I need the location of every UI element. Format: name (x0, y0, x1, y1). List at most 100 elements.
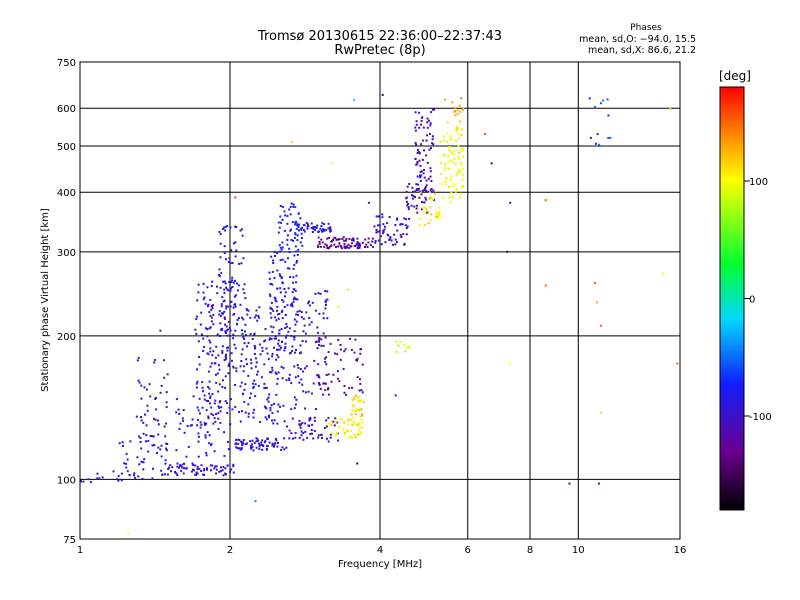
scatter-point (271, 355, 274, 358)
scatter-point (244, 383, 247, 386)
scatter-point (243, 400, 246, 403)
x-axis-label: Frequency [MHz] (338, 559, 422, 570)
scatter-point (411, 186, 414, 189)
scatter-point (354, 412, 357, 415)
scatter-point (448, 196, 451, 199)
scatter-point (382, 229, 385, 232)
x-tick-label: 6 (465, 545, 471, 556)
scatter-point (157, 419, 159, 422)
scatter-point (292, 205, 295, 208)
scatter-point (223, 431, 226, 434)
scatter-point (165, 406, 168, 409)
scatter-point (317, 374, 320, 377)
scatter-point (430, 191, 433, 193)
scatter-point (426, 134, 428, 137)
scatter-point (296, 239, 299, 242)
scatter-point (449, 178, 452, 181)
scatter-point (209, 397, 212, 400)
scatter-point (454, 106, 457, 109)
scatter-point (230, 249, 233, 252)
scatter-point (291, 303, 294, 306)
scatter-point (117, 475, 120, 478)
scatter-point (308, 419, 311, 422)
scatter-point (200, 470, 203, 472)
scatter-point (414, 196, 416, 198)
scatter-point (460, 171, 463, 174)
scatter-point (143, 458, 146, 461)
scatter-point (221, 327, 224, 330)
scatter-point (201, 333, 203, 336)
scatter-point (362, 401, 365, 404)
scatter-point (226, 288, 229, 291)
scatter-point (291, 345, 294, 348)
scatter-point (406, 225, 409, 228)
scatter-point (327, 247, 330, 250)
scatter-point (359, 352, 362, 355)
scatter-point (219, 421, 222, 424)
scatter-point (226, 334, 229, 337)
scatter-point (263, 386, 266, 389)
scatter-point (232, 333, 235, 336)
scatter-point (249, 316, 252, 319)
scatter-point (356, 433, 359, 436)
scatter-point (418, 196, 421, 199)
scatter-point (222, 280, 225, 283)
scatter-point (293, 264, 296, 267)
scatter-point (280, 328, 283, 331)
scatter-point (426, 121, 429, 124)
scatter-point (325, 304, 327, 306)
scatter-point (276, 422, 279, 425)
scatter-point (191, 418, 194, 421)
scatter-point (247, 341, 250, 344)
scatter-point (438, 212, 441, 215)
scatter-point (284, 295, 286, 298)
scatter-point (286, 222, 289, 225)
scatter-point (339, 358, 342, 361)
scatter-points (80, 93, 679, 535)
scatter-point (342, 367, 345, 370)
scatter-point (308, 300, 311, 303)
x-tick-label: 16 (674, 545, 687, 556)
scatter-point (306, 436, 309, 439)
scatter-point (300, 430, 303, 433)
scatter-point (228, 406, 231, 409)
scatter-point (229, 305, 232, 308)
scatter-point (350, 348, 353, 351)
scatter-point (416, 211, 419, 214)
scatter-point (223, 288, 226, 291)
scatter-point (588, 97, 591, 100)
scatter-point (185, 467, 188, 470)
scatter-point (238, 439, 241, 441)
scatter-point (125, 452, 128, 455)
scatter-point (424, 187, 426, 190)
scatter-point (208, 434, 211, 437)
scatter-point (276, 354, 279, 357)
scatter-point (139, 441, 142, 443)
scatter-point (224, 472, 227, 475)
scatter-point (209, 464, 212, 467)
scatter-point (234, 241, 237, 244)
scatter-point (306, 227, 309, 230)
scatter-point (201, 406, 204, 409)
scatter-point (353, 98, 356, 101)
scatter-point (271, 369, 274, 372)
scatter-point (453, 157, 456, 160)
scatter-point (279, 405, 281, 408)
scatter-point (239, 420, 242, 423)
scatter-point (301, 422, 304, 424)
scatter-point (154, 418, 157, 421)
scatter-point (153, 417, 156, 420)
scatter-point (266, 398, 269, 401)
scatter-point (595, 301, 598, 304)
scatter-point (457, 155, 460, 158)
scatter-point (224, 355, 227, 358)
scatter-point (168, 466, 170, 469)
scatter-point (281, 281, 284, 284)
scatter-point (269, 282, 272, 285)
scatter-point (223, 299, 226, 302)
scatter-point (215, 381, 218, 384)
scatter-point (292, 298, 295, 300)
scatter-point (217, 354, 220, 357)
scatter-point (288, 377, 291, 380)
scatter-point (322, 312, 325, 315)
